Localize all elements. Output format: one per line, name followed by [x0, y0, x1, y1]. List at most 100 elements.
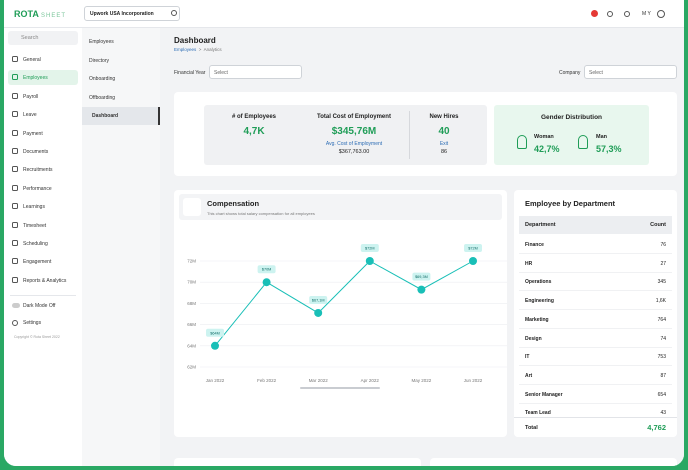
sub-nav-item[interactable]: Offboarding: [82, 89, 160, 107]
nav-item[interactable]: General: [8, 52, 78, 67]
table-row: Design 74: [519, 330, 672, 348]
settings-icon[interactable]: [607, 11, 613, 17]
nav-item[interactable]: Engagement: [8, 254, 78, 269]
department-count: 76: [660, 242, 666, 248]
nav-label: General: [23, 57, 41, 63]
x-tick-label: Apr 2022: [361, 378, 380, 383]
search-box[interactable]: Search: [8, 31, 78, 45]
select-placeholder: Select: [589, 70, 603, 76]
main: Dashboard Employees > Analytics Financia…: [160, 28, 684, 466]
top-bar: ROTA SHEET Upwork USA Incorporation M Y: [4, 0, 684, 28]
company-switcher[interactable]: Upwork USA Incorporation: [84, 6, 180, 21]
sub-nav: Employees Directory Onboarding Offboarding D…: [82, 28, 161, 466]
notification-badge[interactable]: [591, 10, 598, 17]
sub-nav-item[interactable]: Onboarding: [82, 70, 160, 88]
card: [174, 458, 421, 466]
department-name: Senior Manager: [525, 391, 563, 398]
avatar[interactable]: [657, 10, 665, 18]
app: ROTA SHEET Upwork USA Incorporation M Y …: [4, 0, 684, 466]
data-label: $70M: [262, 268, 272, 272]
nav-item[interactable]: Payroll: [8, 89, 78, 104]
x-tick-label: Jun 2022: [464, 378, 483, 383]
gender-box: Gender Distribution Woman 42,7% Man 57,3…: [494, 105, 649, 165]
nav-item[interactable]: Payment: [8, 126, 78, 141]
data-label: $72M: [365, 247, 375, 251]
nav-icon: [12, 221, 18, 228]
nav-item[interactable]: Learnings: [8, 199, 78, 214]
select-placeholder: Select: [214, 70, 228, 76]
company-name: Upwork USA Incorporation: [90, 11, 154, 17]
nav-label: Settings: [23, 320, 42, 326]
data-label-bg: [206, 328, 224, 337]
filter-select[interactable]: Select: [209, 65, 302, 79]
nav-label: Reports & Analytics: [23, 277, 67, 284]
nav-icon: [12, 148, 18, 154]
logo-suffix: SHEET: [41, 13, 67, 19]
x-tick-label: Mar 2022: [309, 378, 329, 383]
department-name: Team Lead: [525, 410, 551, 417]
table-row: Marketing 764: [519, 311, 672, 329]
nav-label: Timesheet: [23, 222, 47, 229]
nav-icon: [12, 203, 18, 210]
sub-nav-item[interactable]: Directory: [82, 52, 160, 70]
page-title: Dashboard: [174, 36, 216, 45]
gender-label: Man: [596, 134, 607, 140]
sidebar: Search General Employees Payroll Leave Payme…: [4, 28, 83, 466]
chart-icon: [183, 198, 201, 216]
nav-label: Documents: [23, 149, 49, 155]
stat-label: New Hires: [429, 114, 459, 120]
compensation-card: Compensation This chart shows total sala…: [174, 190, 507, 437]
nav-item[interactable]: Recruitments: [8, 162, 78, 177]
breadcrumb: Employees > Analytics: [174, 47, 222, 52]
nav-label: Employees: [23, 75, 48, 82]
department-name: Engineering: [525, 298, 554, 305]
data-label: $69,3M: [415, 275, 428, 279]
x-tick-label: Jan 2022: [206, 378, 225, 383]
nav-icon: [12, 92, 18, 99]
sub-nav-label: Onboarding: [89, 76, 116, 83]
gender-value: 42,7%: [534, 144, 560, 154]
nav-item[interactable]: Leave: [8, 107, 78, 122]
help-icon[interactable]: [624, 11, 630, 17]
nav-item[interactable]: Settings: [8, 316, 78, 330]
data-point: [262, 278, 271, 287]
nav-item[interactable]: Reports & Analytics: [8, 273, 78, 288]
nav-icon: [12, 56, 18, 62]
nav-label: Engagement: [23, 259, 52, 266]
stat-value: $345,76M: [331, 126, 377, 137]
compensation-header: Compensation This chart shows total sala…: [179, 194, 502, 220]
department-count: 753: [657, 354, 666, 361]
gender-value: 57,3%: [596, 144, 622, 154]
stat-sub-value: $367,763.00: [338, 149, 370, 155]
table-body: Finance 76 HR 27 Operations 345 Engineering 1,6…: [519, 236, 672, 418]
nav-item[interactable]: Performance: [8, 181, 78, 196]
department-count: 1,6K: [655, 298, 666, 305]
nav-item[interactable]: Scheduling: [8, 236, 78, 251]
user-initials[interactable]: M Y: [642, 11, 651, 17]
sub-nav-label: Dashboard: [92, 113, 119, 120]
nav-item[interactable]: Timesheet: [8, 218, 78, 233]
nav-icon: [12, 129, 18, 136]
line: [214, 260, 474, 347]
divider: [409, 111, 410, 159]
dark-mode-toggle[interactable]: Dark Mode Off: [8, 299, 78, 313]
breadcrumb-item[interactable]: Employees: [174, 47, 197, 52]
nav-icon: [12, 184, 18, 191]
sub-nav-item[interactable]: Dashboard: [82, 107, 160, 126]
sub-nav-label: Offboarding: [89, 94, 116, 101]
nav-item[interactable]: Employees: [8, 70, 78, 86]
data-label-bg: [464, 244, 482, 252]
y-tick-label: 70M: [187, 280, 196, 285]
filter-select[interactable]: Select: [584, 65, 677, 79]
data-point: [469, 257, 477, 265]
y-tick-label: 68M: [187, 301, 196, 306]
department-count: 43: [660, 410, 666, 417]
card-title: Compensation: [207, 199, 260, 208]
stat-label: Total Cost of Employment: [317, 114, 391, 120]
nav-icon: [12, 320, 18, 326]
nav-item[interactable]: Documents: [8, 144, 78, 159]
table-row: HR 27: [519, 255, 672, 273]
stat-value: 4,7K: [243, 126, 265, 137]
nav-icon: [12, 240, 18, 246]
sub-nav-item[interactable]: Employees: [82, 33, 160, 51]
